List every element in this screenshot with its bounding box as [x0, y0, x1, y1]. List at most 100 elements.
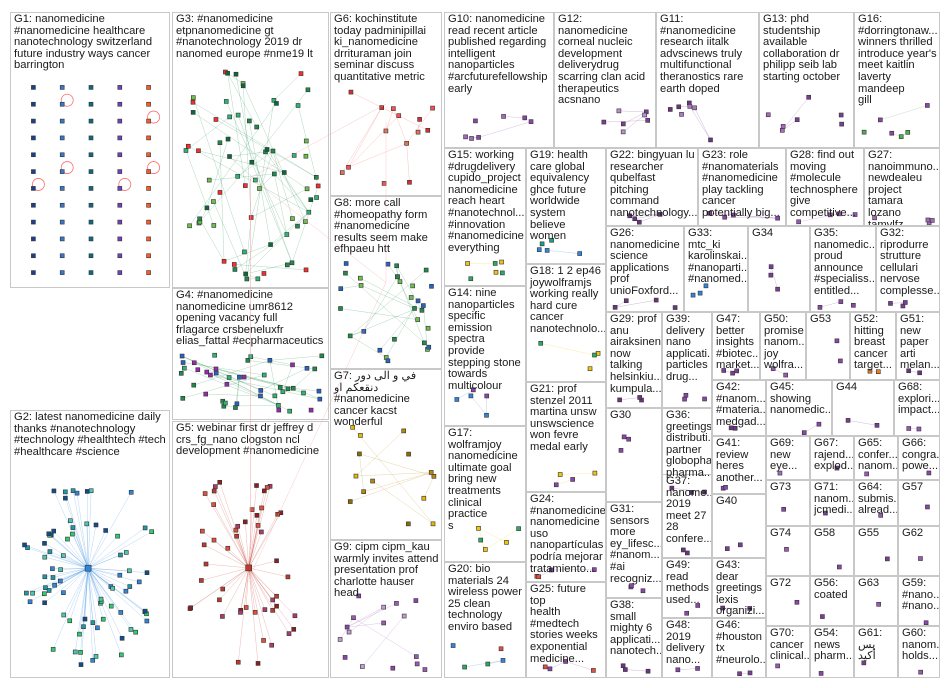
- node: [88, 169, 94, 174]
- node: [146, 186, 151, 191]
- edge: [297, 105, 319, 186]
- group-panel-g19: G19: health care global equivalency ghce…: [526, 148, 606, 264]
- group-panel-g1: G1: nanomedicine #nanomedicine healthcar…: [10, 12, 170, 288]
- node: [225, 70, 230, 76]
- node: [801, 430, 807, 435]
- group-label: G21: prof stenzel 2011 martina unsw unsw…: [530, 383, 597, 453]
- node: [59, 118, 65, 124]
- group-label: G46: #houston tx #neurolo...: [716, 619, 766, 666]
- group-network: [834, 338, 843, 364]
- node: [146, 236, 151, 242]
- group-label: G12: nanomedicine corneal nucleic develo…: [558, 13, 646, 107]
- group-panel-g65: G65: confer... nanom...: [854, 436, 898, 480]
- group-panel-g17: G17: wolframjoy nanomedicine ultimate go…: [444, 426, 526, 562]
- group-label: G40: [716, 495, 738, 507]
- edge: [87, 527, 146, 569]
- node: [703, 283, 709, 289]
- group-label: G58: [814, 527, 836, 539]
- edge: [671, 487, 705, 493]
- node: [93, 654, 99, 659]
- group-label: G25: future top health #medtech stories …: [530, 583, 598, 665]
- node: [417, 117, 422, 122]
- group-panel-g20: G20: bio materials 24 wireless power 25 …: [444, 562, 526, 678]
- group-panel-g18: G18: 1 2 ep46 joywolframjs working reall…: [526, 264, 606, 382]
- node: [191, 360, 197, 366]
- node: [88, 118, 94, 124]
- node: [484, 412, 489, 418]
- edge: [87, 524, 97, 569]
- node: [240, 83, 246, 89]
- edge: [87, 568, 148, 622]
- edge: [72, 490, 89, 569]
- node: [783, 372, 788, 378]
- node: [183, 148, 189, 153]
- group-network: [775, 663, 780, 669]
- node: [200, 528, 205, 534]
- node: [117, 118, 123, 124]
- node: [190, 95, 196, 100]
- group-label: G23: role #nanomaterials #nanomedicine p…: [702, 149, 780, 219]
- node: [404, 141, 409, 146]
- node: [191, 382, 197, 388]
- node: [59, 101, 65, 107]
- node: [303, 267, 309, 273]
- node: [88, 152, 94, 158]
- group-label: G66: congra... powe...: [902, 437, 940, 473]
- node: [425, 128, 431, 133]
- node: [620, 129, 626, 135]
- edge: [219, 482, 249, 568]
- edge: [270, 212, 309, 245]
- edge: [192, 102, 317, 178]
- node: [462, 664, 467, 670]
- node: [306, 209, 312, 215]
- node: [245, 358, 251, 363]
- node: [837, 564, 842, 570]
- node: [58, 578, 63, 584]
- node: [51, 488, 57, 494]
- group-panel-g52: G52: hitting breast cancer target...: [850, 312, 896, 380]
- group-panel-g24: G24: #nanomedicine nanomedicine uso nano…: [526, 492, 606, 582]
- node: [818, 671, 824, 676]
- node: [343, 261, 349, 266]
- group-network: [918, 556, 923, 561]
- group-panel-g12: G12: nanomedicine corneal nucleic develo…: [554, 12, 656, 148]
- group-panel-g67: G67: rajend... explod...: [810, 436, 854, 480]
- node: [123, 550, 129, 555]
- edge: [273, 73, 302, 101]
- edge: [274, 173, 309, 213]
- group-label: G1: nanomedicine #nanomedicine healthcar…: [14, 13, 153, 72]
- node: [499, 259, 504, 265]
- node: [392, 336, 397, 342]
- edge: [86, 491, 89, 569]
- node: [394, 601, 399, 606]
- node: [241, 374, 247, 380]
- node: [570, 477, 575, 482]
- edge: [348, 107, 382, 168]
- edge: [24, 544, 89, 569]
- edge: [65, 491, 89, 569]
- node: [290, 385, 296, 391]
- node: [423, 267, 429, 273]
- node: [308, 407, 314, 413]
- node: [185, 143, 191, 149]
- node: [737, 671, 742, 677]
- edge: [87, 568, 147, 614]
- node: [295, 103, 301, 108]
- node: [500, 270, 505, 276]
- group-network: [765, 94, 844, 133]
- node: [50, 647, 56, 652]
- node: [220, 614, 225, 619]
- node: [117, 572, 123, 578]
- edge: [342, 107, 382, 173]
- group-panel-g64: G64: submis... alread...: [854, 480, 898, 526]
- node: [31, 253, 36, 259]
- node: [262, 607, 268, 612]
- node: [70, 488, 76, 493]
- group-panel-g25: G25: future top health #medtech stories …: [526, 582, 606, 678]
- edge: [248, 567, 264, 641]
- edge: [87, 490, 92, 569]
- edge: [80, 568, 89, 665]
- node: [768, 272, 774, 278]
- group-network: [538, 340, 601, 372]
- group-label: G47: better insights #biotec... market..…: [716, 313, 760, 372]
